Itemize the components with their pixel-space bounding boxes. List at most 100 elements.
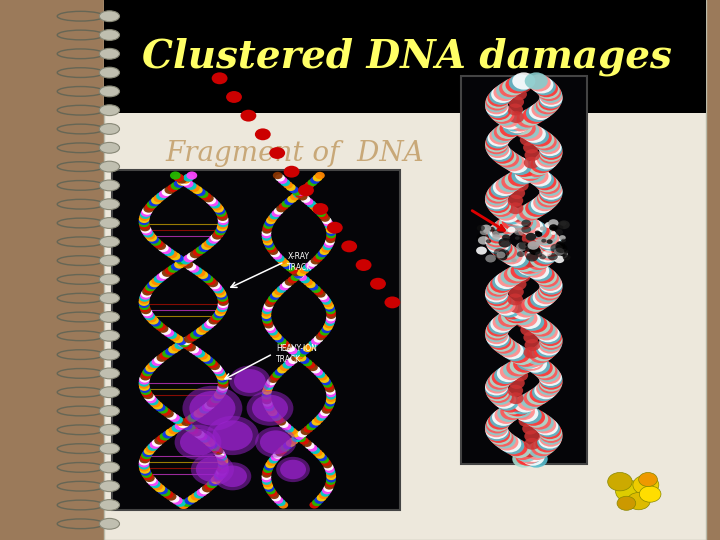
Circle shape [201, 242, 212, 250]
Circle shape [217, 379, 228, 387]
Circle shape [504, 266, 527, 284]
Circle shape [509, 377, 525, 389]
Circle shape [537, 137, 560, 154]
Circle shape [266, 378, 276, 386]
Circle shape [325, 388, 336, 395]
Circle shape [524, 355, 547, 373]
Circle shape [285, 264, 295, 272]
Circle shape [536, 340, 559, 357]
Circle shape [518, 299, 541, 316]
Circle shape [539, 183, 562, 200]
Circle shape [147, 281, 158, 289]
Circle shape [148, 443, 158, 451]
Circle shape [494, 244, 517, 261]
Circle shape [504, 306, 527, 323]
Circle shape [215, 287, 225, 295]
Circle shape [539, 146, 562, 164]
Circle shape [510, 278, 526, 290]
Circle shape [217, 455, 228, 463]
Circle shape [502, 78, 525, 96]
Circle shape [505, 171, 528, 188]
Circle shape [529, 246, 541, 255]
Circle shape [140, 225, 151, 233]
Circle shape [146, 234, 157, 242]
Circle shape [145, 445, 156, 453]
Circle shape [150, 238, 161, 246]
Circle shape [176, 337, 186, 345]
Circle shape [488, 333, 511, 350]
Circle shape [168, 346, 179, 354]
Circle shape [180, 429, 216, 456]
Circle shape [503, 401, 526, 418]
Circle shape [496, 150, 519, 167]
Circle shape [512, 403, 535, 420]
Circle shape [263, 480, 272, 487]
Circle shape [215, 470, 226, 478]
Circle shape [139, 221, 150, 229]
Circle shape [141, 451, 152, 459]
Circle shape [204, 482, 215, 490]
Circle shape [212, 72, 228, 84]
Circle shape [494, 367, 517, 384]
Circle shape [271, 414, 282, 421]
Circle shape [518, 241, 529, 249]
Circle shape [199, 487, 210, 495]
Circle shape [184, 173, 194, 181]
Circle shape [214, 449, 225, 457]
Circle shape [217, 300, 228, 308]
Circle shape [536, 150, 559, 167]
Circle shape [310, 177, 320, 184]
Circle shape [262, 307, 272, 314]
Circle shape [208, 316, 219, 325]
Circle shape [508, 401, 531, 418]
Circle shape [524, 240, 540, 252]
Circle shape [143, 230, 153, 238]
Circle shape [294, 191, 305, 198]
Circle shape [500, 268, 523, 285]
Circle shape [488, 293, 511, 310]
Circle shape [521, 219, 544, 236]
Circle shape [506, 116, 529, 133]
Circle shape [495, 204, 518, 221]
Circle shape [534, 247, 557, 265]
Circle shape [262, 388, 272, 395]
Circle shape [199, 325, 210, 333]
Circle shape [194, 410, 204, 418]
Circle shape [269, 376, 278, 383]
Circle shape [485, 283, 508, 300]
Circle shape [216, 306, 227, 314]
Ellipse shape [99, 481, 120, 491]
Circle shape [528, 103, 552, 120]
Circle shape [141, 209, 152, 217]
Circle shape [510, 397, 534, 415]
Circle shape [323, 219, 333, 227]
Circle shape [539, 369, 562, 386]
Circle shape [518, 259, 541, 276]
Circle shape [158, 406, 168, 414]
Circle shape [513, 227, 525, 235]
Circle shape [539, 373, 562, 390]
Circle shape [527, 318, 550, 335]
Circle shape [491, 220, 514, 238]
Circle shape [265, 323, 274, 331]
Circle shape [323, 243, 333, 250]
Circle shape [266, 407, 276, 414]
Circle shape [262, 477, 271, 485]
Circle shape [207, 279, 218, 287]
Circle shape [539, 334, 562, 352]
Circle shape [539, 93, 562, 111]
Circle shape [341, 240, 357, 252]
Circle shape [190, 412, 201, 420]
Circle shape [627, 492, 650, 510]
Circle shape [526, 222, 549, 240]
Circle shape [211, 476, 222, 484]
Circle shape [139, 219, 150, 227]
Circle shape [486, 416, 509, 434]
Circle shape [516, 448, 539, 465]
Circle shape [264, 402, 274, 409]
Circle shape [531, 76, 554, 93]
Circle shape [515, 444, 538, 462]
Circle shape [509, 118, 532, 135]
Circle shape [321, 458, 330, 466]
Circle shape [262, 316, 272, 323]
